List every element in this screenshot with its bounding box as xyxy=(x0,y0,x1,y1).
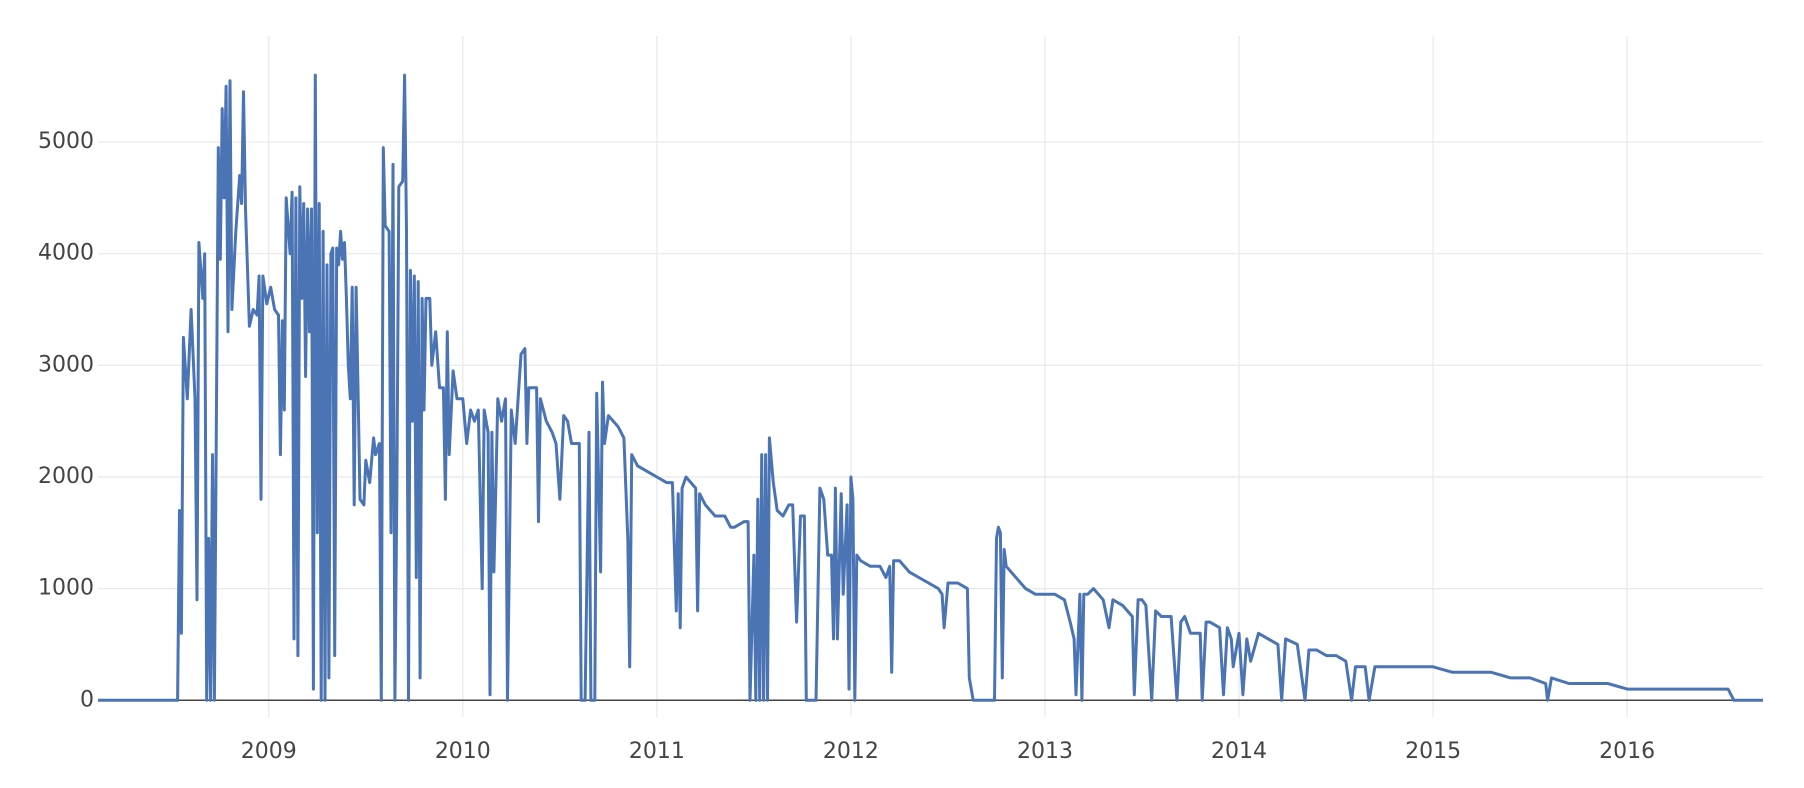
data-line xyxy=(98,73,1763,702)
x-tick-label: 2013 xyxy=(1017,739,1073,764)
x-tick-label: 2010 xyxy=(435,739,491,764)
x-tick-label: 2009 xyxy=(241,739,297,764)
x-tick-label: 2015 xyxy=(1405,739,1461,764)
x-tick-label: 2014 xyxy=(1211,739,1267,764)
y-tick-label: 2000 xyxy=(38,464,94,489)
y-tick-label: 3000 xyxy=(38,352,94,377)
x-tick-label: 2016 xyxy=(1599,739,1655,764)
y-tick-label: 1000 xyxy=(38,576,94,601)
x-tick-label: 2011 xyxy=(629,739,685,764)
y-tick-label: 0 xyxy=(80,687,94,712)
y-tick-label: 5000 xyxy=(38,129,94,154)
x-tick-label: 2012 xyxy=(823,739,879,764)
y-tick-label: 4000 xyxy=(38,241,94,266)
